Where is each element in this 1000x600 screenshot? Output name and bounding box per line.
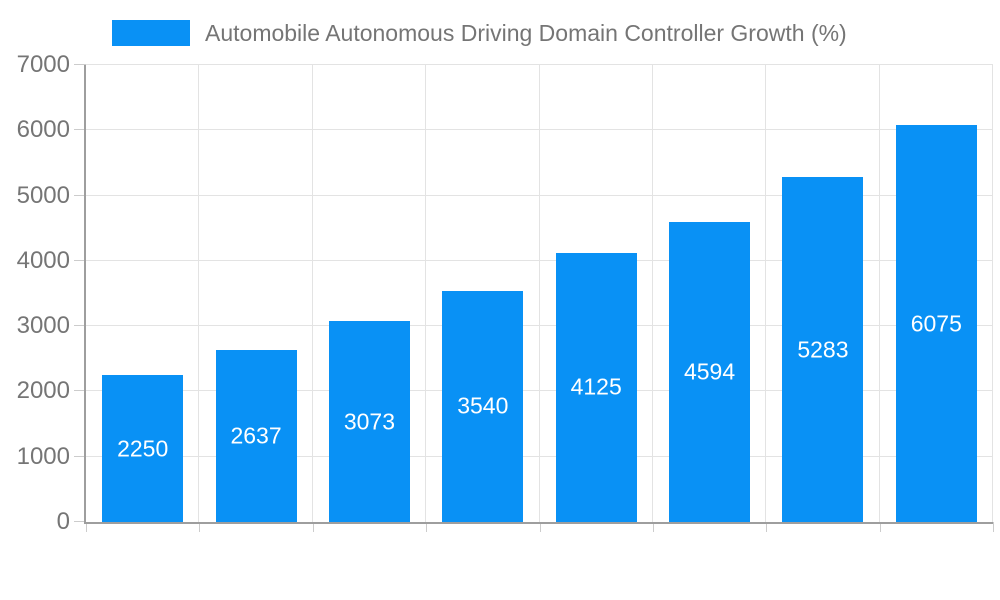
bar — [669, 222, 751, 522]
x-axis-tick — [86, 522, 87, 532]
y-axis-label: 6000 — [16, 116, 70, 144]
y-axis-label: 5000 — [16, 181, 70, 209]
legend-label: Automobile Autonomous Driving Domain Con… — [205, 20, 847, 46]
x-axis-tick — [539, 522, 541, 532]
y-axis-tick — [74, 129, 86, 131]
x-axis-tick — [312, 522, 314, 532]
x-axis-line — [84, 522, 993, 524]
y-axis-tick — [74, 521, 86, 522]
x-axis-tick — [879, 522, 881, 532]
gridline-vertical — [992, 65, 993, 522]
y-axis-tick — [74, 455, 86, 457]
y-axis-label: 1000 — [16, 442, 70, 470]
y-axis-label: 0 — [56, 508, 70, 535]
y-axis-label: 3000 — [16, 312, 70, 340]
bar-value-label: 5283 — [797, 336, 849, 363]
gridline-vertical — [878, 65, 880, 522]
gridline-vertical — [651, 65, 653, 522]
bar-value-label: 4125 — [570, 373, 622, 400]
gridline-vertical — [425, 65, 427, 522]
x-axis-tick — [766, 522, 768, 532]
bar — [328, 321, 410, 522]
y-axis-tick — [74, 194, 86, 196]
bar — [102, 375, 184, 522]
y-axis-tick — [74, 390, 86, 392]
gridline-horizontal — [86, 455, 993, 457]
bar-value-label: 3073 — [343, 408, 396, 435]
bar-value-label: 2250 — [117, 435, 169, 462]
y-axis-label: 4000 — [16, 246, 70, 274]
x-axis-tick — [652, 522, 654, 532]
bar-value-label: 4594 — [683, 358, 736, 385]
gridline-vertical — [311, 65, 313, 522]
y-axis-line — [84, 65, 86, 522]
x-axis-tick — [426, 522, 428, 532]
bar-value-label: 3540 — [457, 392, 509, 419]
gridline-horizontal — [86, 194, 993, 196]
gridline-horizontal — [86, 129, 993, 131]
gridline-horizontal — [86, 259, 993, 261]
bar — [555, 252, 637, 522]
gridline-horizontal — [86, 64, 993, 65]
gridline-vertical — [538, 65, 540, 522]
chart-legend[interactable]: Automobile Autonomous Driving Domain Con… — [112, 20, 847, 46]
gridline-horizontal — [86, 325, 993, 327]
bar — [895, 125, 977, 522]
gridline-horizontal — [86, 390, 993, 392]
bar-value-label: 6075 — [910, 310, 962, 337]
y-axis-label: 7000 — [16, 51, 70, 78]
bar — [215, 349, 297, 522]
gridline-vertical — [198, 65, 200, 522]
y-axis-tick — [74, 325, 86, 327]
y-axis-tick — [74, 64, 86, 65]
bar — [782, 177, 864, 522]
gridline-vertical — [765, 65, 767, 522]
y-axis-tick — [74, 259, 86, 261]
bar — [442, 290, 524, 522]
legend-swatch — [112, 20, 190, 46]
x-axis-tick — [993, 522, 994, 532]
y-axis-label: 2000 — [16, 377, 70, 405]
x-axis-tick — [199, 522, 201, 532]
bar-value-label: 2637 — [230, 422, 282, 449]
